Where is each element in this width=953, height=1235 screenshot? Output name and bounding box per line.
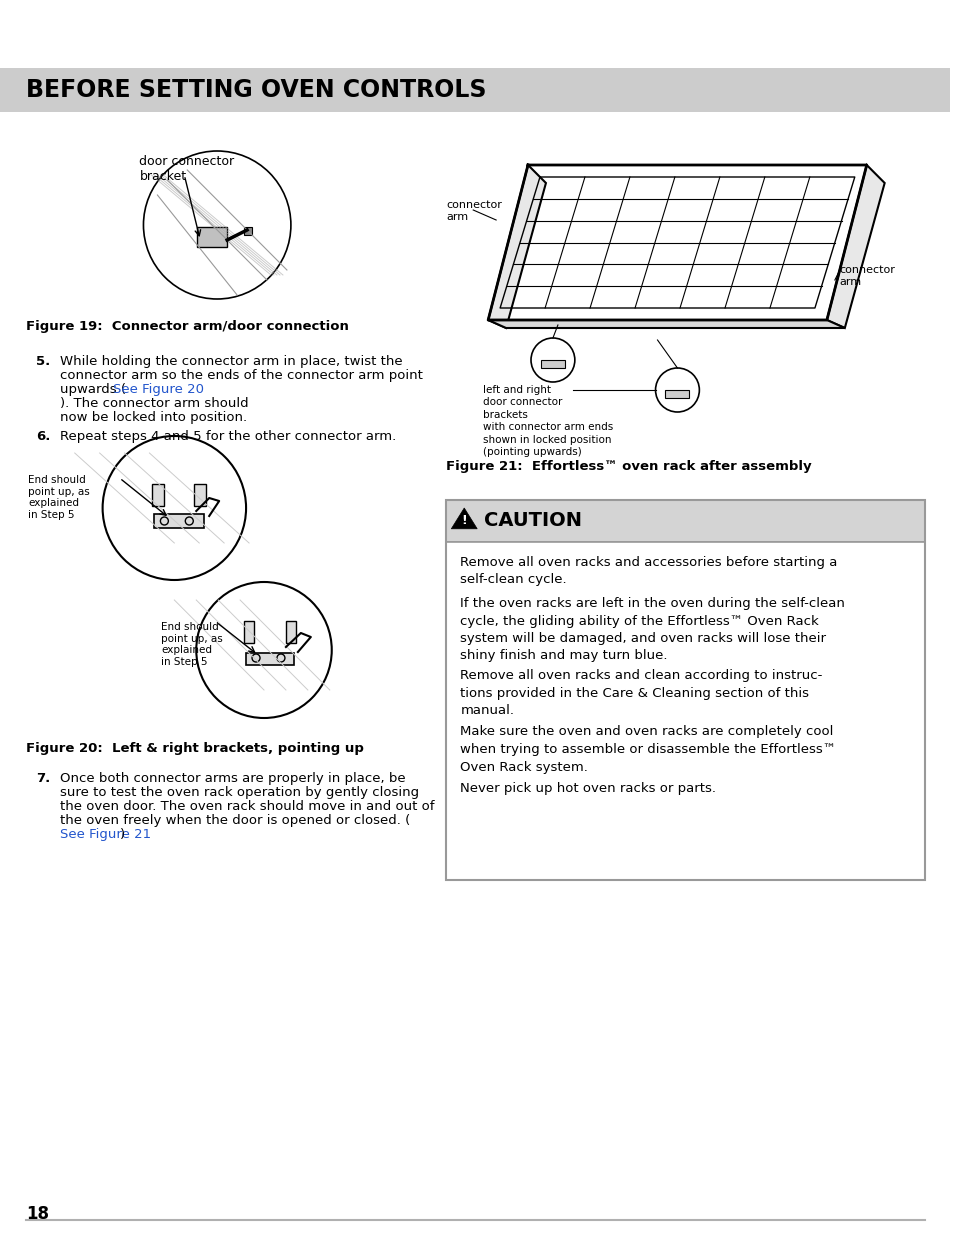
Text: now be locked into position.: now be locked into position. [60,411,247,424]
Text: End should
point up, as
explained
in Step 5: End should point up, as explained in Ste… [161,622,223,667]
Circle shape [103,436,246,580]
Circle shape [655,368,699,412]
Text: Figure 19:  Connector arm/door connection: Figure 19: Connector arm/door connection [26,320,349,333]
FancyBboxPatch shape [197,227,227,247]
Text: connector
arm: connector arm [839,266,895,287]
Text: upwards (: upwards ( [60,383,126,396]
Text: Remove all oven racks and clean according to instruc-
tions provided in the Care: Remove all oven racks and clean accordin… [459,669,821,718]
Polygon shape [488,320,844,329]
Bar [665,390,689,398]
Bar [540,359,564,368]
Circle shape [196,582,332,718]
Text: Figure 20:  Left & right brackets, pointing up: Figure 20: Left & right brackets, pointi… [26,742,363,755]
Text: the oven door. The oven rack should move in and out of: the oven door. The oven rack should move… [60,800,434,813]
Text: 18: 18 [26,1205,49,1223]
Text: 6.: 6. [36,430,51,443]
Bar [0,68,949,112]
Text: Once both connector arms are properly in place, be: Once both connector arms are properly in… [60,772,405,785]
Text: the oven freely when the door is opened or closed. (: the oven freely when the door is opened … [60,814,410,827]
Text: sure to test the oven rack operation by gently closing: sure to test the oven rack operation by … [60,785,418,799]
Bar [446,500,923,881]
Polygon shape [451,508,476,529]
Text: Make sure the oven and oven racks are completely cool
when trying to assemble or: Make sure the oven and oven racks are co… [459,725,836,773]
Bar [446,542,923,881]
Text: connector
arm: connector arm [446,200,501,221]
Circle shape [143,151,291,299]
Text: Remove all oven racks and accessories before starting a
self-clean cycle.: Remove all oven racks and accessories be… [459,556,837,587]
Polygon shape [488,165,545,329]
Bar [286,621,295,643]
Text: See Figure 20: See Figure 20 [112,383,203,396]
Text: End should
point up, as
explained
in Step 5: End should point up, as explained in Ste… [28,475,90,520]
Text: connector arm so the ends of the connector arm point: connector arm so the ends of the connect… [60,369,422,382]
Circle shape [531,338,575,382]
Bar [194,484,206,506]
Text: 7.: 7. [36,772,51,785]
Text: BEFORE SETTING OVEN CONTROLS: BEFORE SETTING OVEN CONTROLS [26,78,486,103]
Polygon shape [826,165,883,329]
Text: ). The connector arm should: ). The connector arm should [60,396,248,410]
Bar [246,653,294,664]
Text: CAUTION: CAUTION [484,511,581,531]
Text: If the oven racks are left in the oven during the self-clean
cycle, the gliding : If the oven racks are left in the oven d… [459,597,844,662]
Text: door connector
bracket: door connector bracket [139,156,234,183]
Text: Repeat steps 4 and 5 for the other connector arm.: Repeat steps 4 and 5 for the other conne… [60,430,395,443]
Text: !: ! [461,514,467,526]
Bar [244,621,253,643]
Bar [244,227,252,235]
Bar [154,514,204,529]
Text: 5.: 5. [36,354,51,368]
Text: See Figure 21: See Figure 21 [60,827,151,841]
Text: ): ) [119,827,125,841]
Text: While holding the connector arm in place, twist the: While holding the connector arm in place… [60,354,402,368]
Text: left and right
door connector
brackets
with connector arm ends
shown in locked p: left and right door connector brackets w… [482,385,613,457]
Bar [152,484,164,506]
Bar [446,500,923,542]
Text: Never pick up hot oven racks or parts.: Never pick up hot oven racks or parts. [459,782,716,795]
Text: Figure 21:  Effortless™ oven rack after assembly: Figure 21: Effortless™ oven rack after a… [446,459,811,473]
